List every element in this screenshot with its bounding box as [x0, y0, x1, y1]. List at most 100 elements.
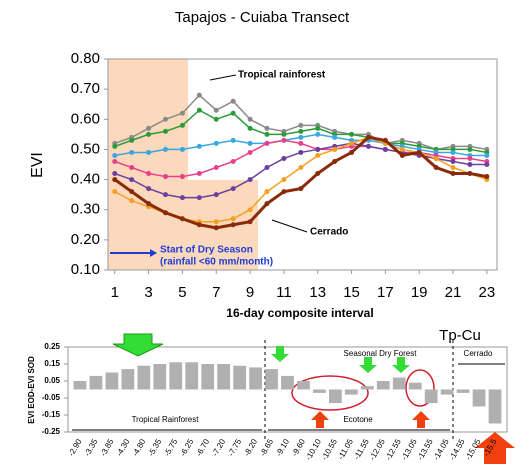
y-tick-label: 0.10 [71, 261, 100, 278]
x-tick-label: 1 [111, 284, 119, 301]
point [179, 122, 185, 128]
x-tick-label: 11 [276, 284, 292, 301]
red-arrow [412, 411, 430, 428]
bar [201, 364, 215, 390]
point [467, 171, 473, 177]
point [163, 174, 169, 180]
point [146, 125, 152, 131]
point [129, 177, 135, 183]
x-tick-label: -4.80 [130, 437, 147, 458]
y-tick-label: 0.15 [44, 359, 60, 368]
plot-frame [107, 58, 498, 271]
red-arrow [311, 411, 329, 428]
bar [281, 375, 294, 390]
point [247, 125, 253, 131]
bar [153, 364, 167, 390]
point [179, 216, 185, 222]
point [129, 198, 135, 204]
bar [121, 369, 135, 390]
y-axis-label: EVI EOD-EVI SOD [27, 356, 36, 424]
point [264, 140, 270, 146]
point [213, 165, 219, 171]
bar [233, 365, 246, 390]
point [298, 186, 304, 192]
point [213, 219, 219, 225]
y-tick-label: 0.20 [71, 231, 100, 248]
point [484, 174, 490, 180]
point [298, 128, 304, 134]
point [146, 149, 152, 155]
bar [297, 381, 310, 390]
bar [169, 362, 183, 390]
x-tick-label: -6.70 [194, 437, 211, 458]
y-tick-label: 0.30 [71, 201, 100, 218]
y-tick-label: 0.60 [71, 110, 100, 127]
x-tick-label: 23 [479, 284, 496, 301]
bar [424, 389, 438, 404]
point [112, 152, 118, 158]
point [196, 143, 202, 149]
point [213, 225, 219, 231]
bar [360, 386, 374, 390]
point [112, 158, 118, 164]
bar [392, 377, 406, 390]
highlight [291, 375, 369, 411]
x-tick-label: -15.05 [463, 437, 482, 462]
highlight [405, 369, 435, 407]
annotation-arrow [271, 219, 308, 233]
green-arrow [359, 357, 377, 373]
point [146, 131, 152, 137]
point [230, 186, 236, 192]
x-tick-label: -8.20 [242, 437, 259, 458]
point [179, 174, 185, 180]
point [213, 192, 219, 198]
point [179, 110, 185, 116]
point [281, 131, 287, 137]
bar [456, 389, 470, 393]
bar [408, 382, 422, 390]
point [213, 116, 219, 122]
annotation: Tropical Rainforest [132, 415, 200, 424]
point [315, 125, 321, 131]
point [247, 219, 253, 225]
green-arrow [392, 357, 410, 373]
point [349, 131, 355, 137]
point [281, 155, 287, 161]
point [399, 146, 405, 152]
x-tick-label: -8.65 [258, 437, 275, 458]
x-tick-label: -3.85 [99, 437, 116, 458]
bar [265, 369, 278, 390]
point [281, 137, 287, 143]
x-tick-label: -5.75 [162, 437, 179, 458]
point [247, 140, 253, 146]
point [163, 128, 169, 134]
y-tick-label: 0.70 [71, 80, 100, 97]
annotation: Tp-Cu [439, 327, 481, 344]
point [298, 149, 304, 155]
y-tick-label: 0.50 [71, 140, 100, 157]
x-tick-label: -6.25 [178, 437, 195, 458]
point [112, 143, 118, 149]
point [281, 177, 287, 183]
x-tick-label: 17 [377, 284, 394, 301]
point [247, 149, 253, 155]
x-tick-label: 9 [246, 284, 254, 301]
point [365, 143, 371, 149]
point [146, 186, 152, 192]
point [196, 222, 202, 228]
point [213, 140, 219, 146]
point [179, 195, 185, 201]
point [349, 149, 355, 155]
x-tick-label: -2.90 [67, 437, 84, 458]
point [332, 158, 338, 164]
y-tick-label: 0.25 [44, 342, 60, 351]
annotation: Seasonal Dry Forest [344, 349, 418, 358]
point [264, 125, 270, 131]
point [315, 131, 321, 137]
point [230, 216, 236, 222]
bar [89, 375, 103, 390]
point [163, 210, 169, 216]
point [230, 98, 236, 104]
plot-frame [67, 346, 508, 433]
